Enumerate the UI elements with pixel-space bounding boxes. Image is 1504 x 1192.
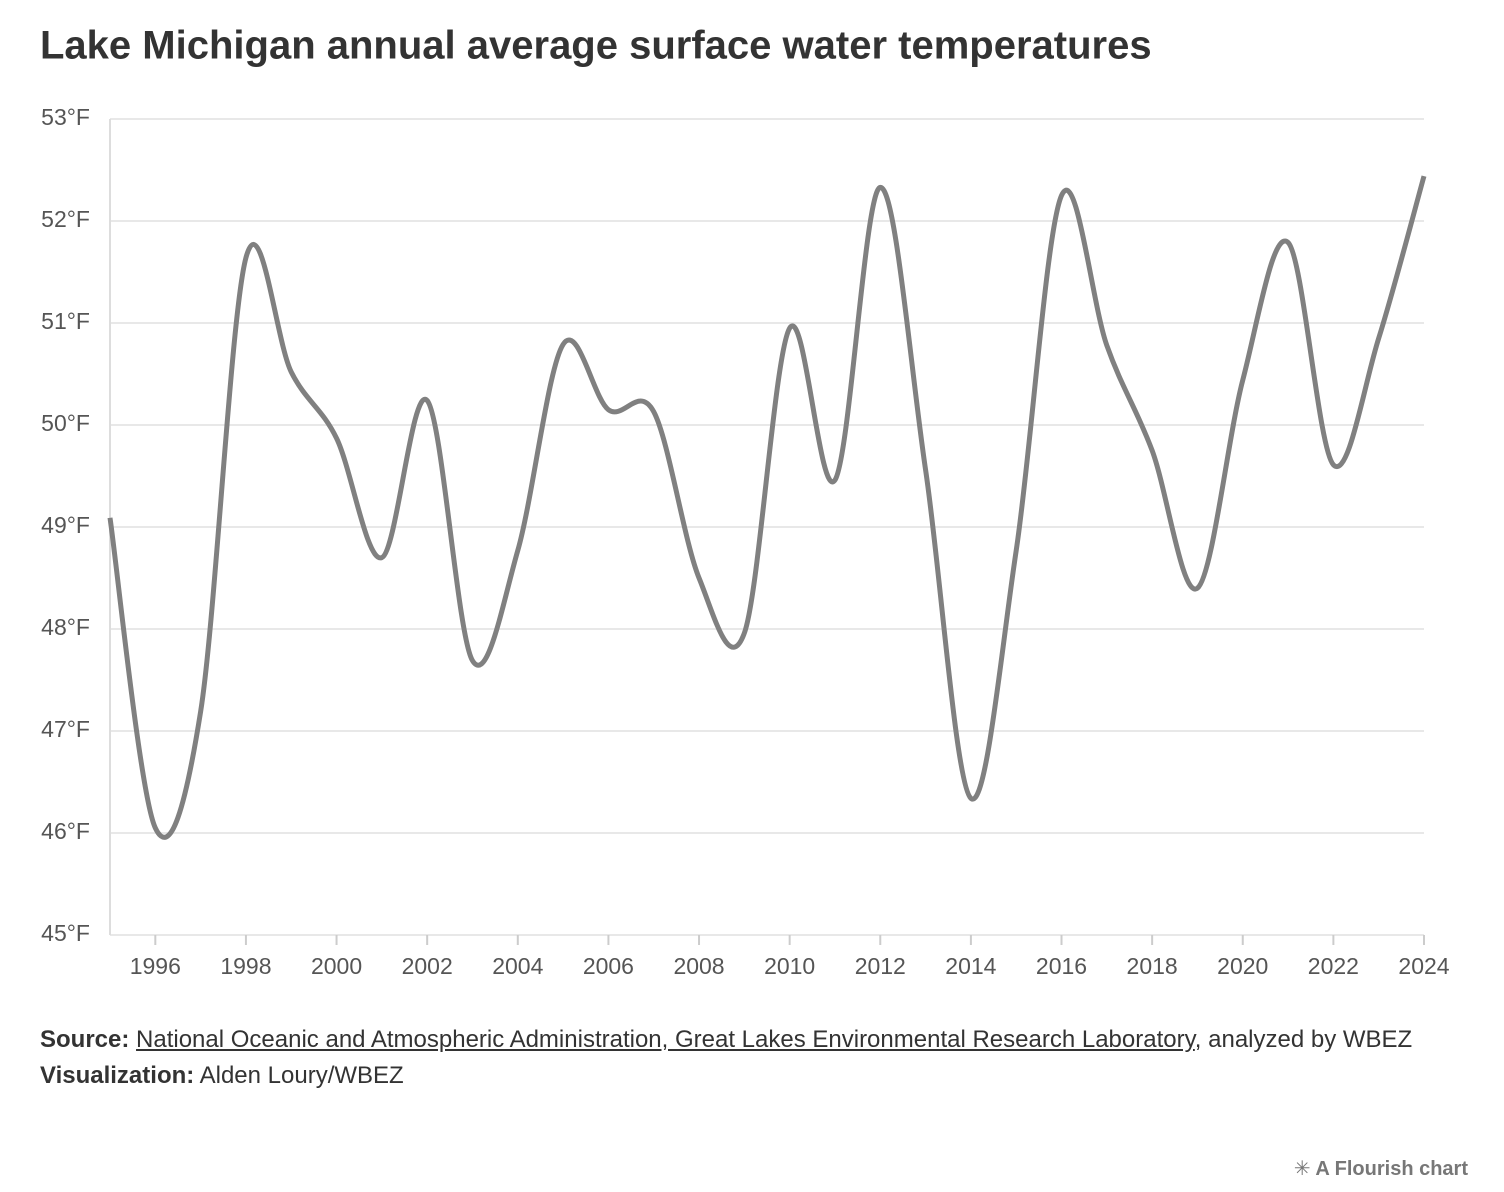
y-tick-label: 49°F [41,512,90,538]
x-tick-label: 2018 [1127,953,1178,979]
x-tick-label: 2006 [583,953,634,979]
viz-label: Visualization: [40,1062,195,1089]
y-tick-label: 51°F [41,308,90,334]
y-tick-label: 47°F [41,716,90,742]
x-tick-label: 2024 [1398,953,1449,979]
temperature-line [107,175,1427,840]
x-tick-label: 1996 [130,953,181,979]
y-tick-label: 46°F [41,818,90,844]
y-tick-label: 48°F [41,614,90,640]
x-tick-label: 2000 [311,953,362,979]
x-tick-label: 2004 [492,953,543,979]
x-tick-label: 2012 [855,953,906,979]
flourish-credit[interactable]: ✳ A Flourish chart [1293,1158,1468,1180]
x-tick-label: 2020 [1217,953,1268,979]
x-tick-label: 2008 [673,953,724,979]
source-link[interactable]: National Oceanic and Atmospheric Adminis… [136,1026,1195,1053]
y-tick-label: 50°F [41,410,90,436]
x-tick-label: 2010 [764,953,815,979]
source-rest: , analyzed by WBEZ [1194,1026,1413,1053]
footer: Source: National Oceanic and Atmospheric… [40,1022,1460,1094]
x-tick-label: 2016 [1036,953,1087,979]
source-label: Source: [40,1026,130,1053]
chart-title: Lake Michigan annual average surface wat… [40,24,1152,68]
x-tick-label: 2022 [1308,953,1359,979]
viz-text: Alden Loury/WBEZ [199,1062,404,1089]
credit-text: A Flourish chart [1315,1158,1468,1180]
y-tick-label: 52°F [41,206,90,232]
x-tick-label: 2014 [945,953,996,979]
x-tick-label: 1998 [220,953,271,979]
x-tick-label: 2002 [402,953,453,979]
chart: Lake Michigan annual average surface wat… [40,24,1450,980]
y-tick-label: 45°F [41,920,90,946]
y-tick-label: 53°F [41,104,90,130]
